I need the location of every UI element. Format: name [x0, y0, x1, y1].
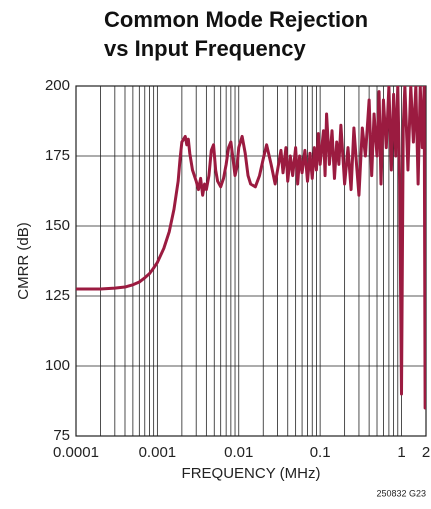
x-tick-label: 0.001	[139, 444, 177, 461]
chart-title: Common Mode Rejection	[104, 7, 368, 32]
data-line	[76, 86, 426, 410]
chart-subtitle: vs Input Frequency	[104, 36, 306, 61]
x-tick-label: 2	[422, 444, 430, 461]
x-tick-label: 1	[397, 444, 405, 461]
y-tick-label: 200	[45, 77, 70, 94]
y-tick-label: 100	[45, 357, 70, 374]
x-tick-label: 0.1	[310, 444, 331, 461]
footnote: 250832 G23	[376, 488, 426, 498]
y-tick-label: 75	[53, 427, 70, 444]
y-tick-label: 125	[45, 287, 70, 304]
y-tick-label: 150	[45, 217, 70, 234]
x-tick-label: 0.01	[224, 444, 253, 461]
y-axis-label: CMRR (dB)	[15, 222, 32, 300]
x-axis-label: FREQUENCY (MHz)	[182, 465, 321, 482]
x-tick-label: 0.0001	[53, 444, 99, 461]
y-tick-label: 175	[45, 147, 70, 164]
